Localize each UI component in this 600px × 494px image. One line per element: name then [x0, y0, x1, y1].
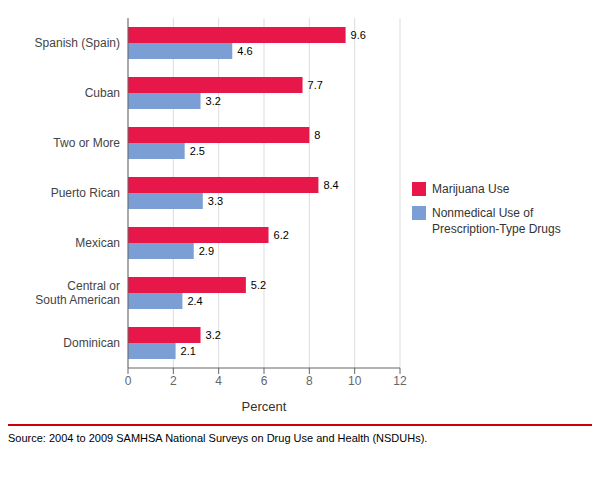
svg-text:2: 2	[170, 374, 177, 388]
svg-text:Percent: Percent	[242, 399, 287, 414]
svg-text:Mexican: Mexican	[75, 236, 120, 250]
svg-text:3.3: 3.3	[208, 195, 223, 207]
html-text:Marijuana Use: Marijuana Use	[432, 182, 510, 196]
svg-text:Dominican: Dominican	[63, 336, 120, 350]
svg-text:10: 10	[348, 374, 362, 388]
html-text:Nonmedical Use of: Nonmedical Use of	[432, 206, 534, 220]
svg-text:Cuban: Cuban	[85, 86, 120, 100]
html-text:Source: 2004 to 2009 SAMHSA Na: Source: 2004 to 2009 SAMHSA National Sur…	[8, 432, 428, 444]
svg-text:2.5: 2.5	[190, 145, 205, 157]
svg-text:6: 6	[261, 374, 268, 388]
svg-text:12: 12	[393, 374, 407, 388]
html-text:Prescription-Type Drugs: Prescription-Type Drugs	[432, 222, 561, 236]
svg-text:3.2: 3.2	[206, 95, 221, 107]
svg-text:Puerto Rican: Puerto Rican	[51, 186, 120, 200]
svg-text:6.2: 6.2	[274, 229, 289, 241]
svg-text:4.6: 4.6	[237, 45, 252, 57]
svg-text:Two or More: Two or More	[53, 136, 120, 150]
svg-text:3.2: 3.2	[206, 329, 221, 341]
svg-text:2.9: 2.9	[199, 245, 214, 257]
svg-text:8: 8	[314, 129, 320, 141]
svg-text:9.6: 9.6	[351, 29, 366, 41]
svg-text:Spanish (Spain): Spanish (Spain)	[35, 36, 120, 50]
svg-text:0: 0	[125, 374, 132, 388]
svg-text:2.4: 2.4	[187, 295, 202, 307]
svg-text:8.4: 8.4	[323, 179, 338, 191]
svg-text:8: 8	[306, 374, 313, 388]
svg-text:4: 4	[215, 374, 222, 388]
svg-text:7.7: 7.7	[308, 79, 323, 91]
svg-text:5.2: 5.2	[251, 279, 266, 291]
svg-text:Central orSouth American: Central orSouth American	[35, 279, 120, 307]
svg-text:2.1: 2.1	[181, 345, 196, 357]
